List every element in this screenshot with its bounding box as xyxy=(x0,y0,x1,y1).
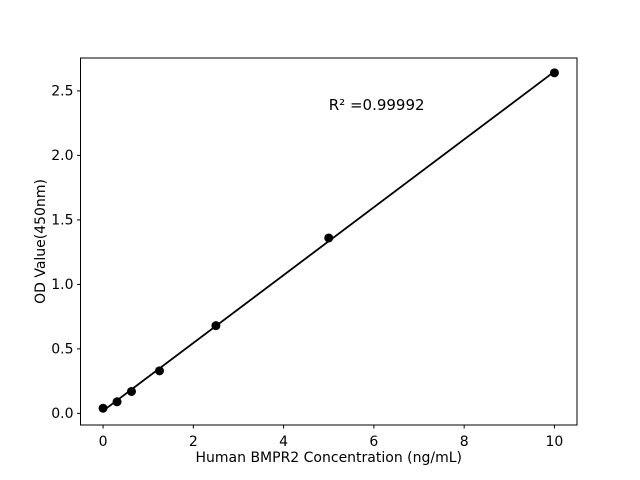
y-tick-label: 1.5 xyxy=(51,212,73,228)
data-point xyxy=(127,386,137,396)
plot-border xyxy=(80,57,578,426)
x-tick-label: 6 xyxy=(369,434,378,450)
x-axis-label: Human BMPR2 Concentration (ng/mL) xyxy=(196,450,462,466)
data-point xyxy=(112,397,122,407)
y-tick-label: 2.0 xyxy=(51,148,73,164)
x-tick-label: 4 xyxy=(279,434,288,450)
data-point xyxy=(98,403,108,413)
x-tick-label: 0 xyxy=(99,434,108,450)
data-point xyxy=(549,68,559,78)
y-tick-label: 1.0 xyxy=(51,277,73,293)
y-tick-label: 2.5 xyxy=(51,83,73,99)
data-point xyxy=(154,366,164,376)
y-tick-label: 0.0 xyxy=(51,406,73,422)
x-tick-label: 8 xyxy=(460,434,469,450)
r-squared-annotation: R² =0.99992 xyxy=(329,96,425,114)
y-tick-label: 0.5 xyxy=(51,341,73,357)
x-tick-label: 2 xyxy=(189,434,198,450)
data-point xyxy=(211,321,221,331)
data-point xyxy=(324,233,334,243)
x-tick-label: 10 xyxy=(546,434,564,450)
y-axis-label: OD Value(450nm) xyxy=(33,179,49,304)
